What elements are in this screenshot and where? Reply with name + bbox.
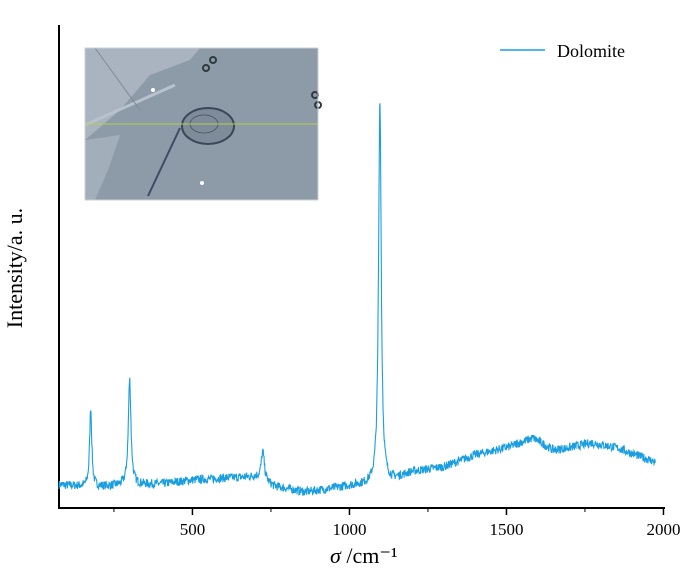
- y-axis-title: Intensity/a. u.: [2, 208, 27, 328]
- series-line-dolomite: [58, 103, 657, 497]
- x-axis-title: σ /cm⁻¹: [330, 543, 398, 568]
- legend: Dolomite: [500, 41, 625, 61]
- x-tick-label: 1000: [332, 520, 366, 539]
- x-tick-labels: 500 1000 1500 2000: [180, 520, 681, 539]
- axes: [58, 25, 665, 515]
- x-axis-unit: /cm⁻¹: [341, 543, 398, 568]
- inset-microscope-image: [84, 47, 322, 201]
- x-tick-label: 1500: [489, 520, 523, 539]
- x-axis-symbol: σ: [330, 543, 342, 568]
- x-tick-label: 500: [180, 520, 206, 539]
- x-tick-label: 2000: [646, 520, 680, 539]
- legend-label-dolomite: Dolomite: [557, 41, 625, 61]
